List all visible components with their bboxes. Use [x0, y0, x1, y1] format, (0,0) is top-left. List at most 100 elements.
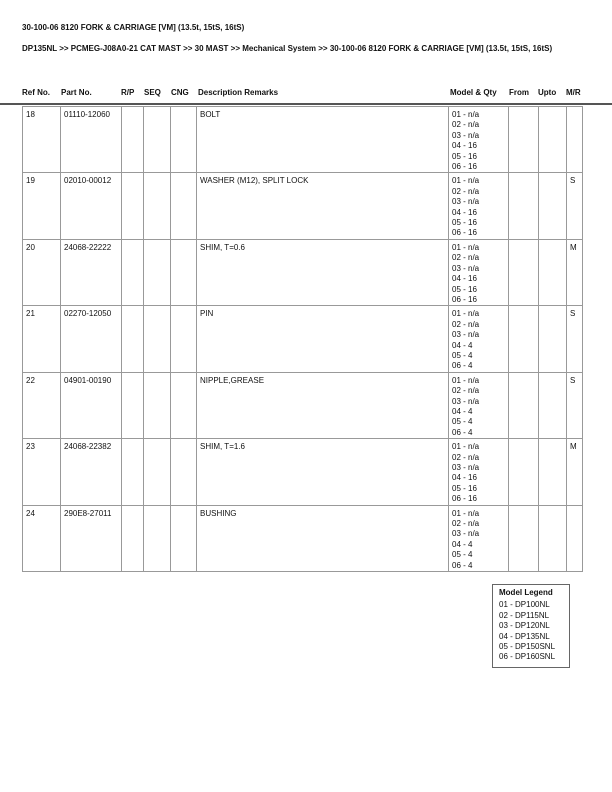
- cell-ref: 18: [22, 105, 61, 174]
- legend-item: 04 - DP135NL: [499, 631, 550, 641]
- model-qty-line: 06 - 16: [452, 494, 477, 504]
- cell-rp: [121, 371, 144, 440]
- cell-part: 24068-22222: [60, 238, 122, 307]
- cell-cng: [170, 504, 197, 573]
- table-row: 21 02270-12050 PIN 01 - n/a 02 - n/a 03 - n/a…: [22, 305, 583, 373]
- cell-from: [508, 371, 539, 440]
- cell-ref: 22: [22, 371, 61, 440]
- breadcrumb: DP135NL >> PCMEG-J08A0-21 CAT MAST >> 30…: [22, 44, 553, 53]
- cell-desc: SHIM, T=0.6: [196, 238, 449, 307]
- model-qty-line: 03 - n/a: [452, 263, 480, 273]
- model-qty-line: 01 - n/a: [452, 508, 480, 518]
- cell-rp: [121, 238, 144, 307]
- cell-from: [508, 504, 539, 573]
- cell-desc: BUSHING: [196, 504, 449, 573]
- model-qty-line: 01 - n/a: [452, 110, 480, 119]
- cell-rp: [121, 438, 144, 506]
- column-header-model-qty: Model & Qty: [450, 88, 497, 97]
- model-qty-line: 04 - 4: [452, 539, 473, 549]
- cell-part: 01110-12060: [60, 105, 122, 174]
- model-qty-line: 02 - n/a: [452, 186, 480, 196]
- cell-from: [508, 305, 539, 373]
- legend-item: 02 - DP115NL: [499, 610, 550, 620]
- model-qty-line: 01 - n/a: [452, 242, 480, 252]
- model-qty-line: 04 - 16: [452, 207, 477, 217]
- cell-qty: 01 - n/a 02 - n/a 03 - n/a 04 - 4 05 - 4 06 -…: [448, 504, 509, 573]
- cell-upto: [538, 238, 567, 307]
- model-qty-line: 06 - 4: [452, 361, 473, 371]
- page-title: 30-100-06 8120 FORK & CARRIAGE [VM] (13.…: [22, 23, 245, 32]
- model-qty-line: 02 - n/a: [452, 386, 480, 396]
- model-qty-line: 06 - 4: [452, 427, 473, 437]
- cell-cng: [170, 238, 197, 307]
- cell-mr: [566, 105, 583, 174]
- column-header-rp: R/P: [121, 88, 135, 97]
- cell-cng: [170, 172, 197, 240]
- header-divider: [0, 103, 612, 105]
- cell-part: 04901-00190: [60, 371, 122, 440]
- cell-ref: 19: [22, 172, 61, 240]
- cell-upto: [538, 371, 567, 440]
- cell-from: [508, 238, 539, 307]
- cell-desc: NIPPLE,GREASE: [196, 371, 449, 440]
- cell-mr: S: [566, 305, 583, 373]
- model-qty-line: 04 - 4: [452, 406, 473, 416]
- cell-upto: [538, 504, 567, 573]
- model-qty-line: 06 - 16: [452, 228, 477, 238]
- cell-desc: WASHER (M12), SPLIT LOCK: [196, 172, 449, 240]
- cell-from: [508, 438, 539, 506]
- cell-ref: 23: [22, 438, 61, 506]
- cell-seq: [143, 504, 171, 573]
- model-qty-line: 05 - 4: [452, 550, 473, 560]
- model-qty-line: 03 - n/a: [452, 330, 480, 340]
- model-qty-line: 01 - n/a: [452, 309, 480, 319]
- cell-seq: [143, 438, 171, 506]
- cell-seq: [143, 305, 171, 373]
- cell-from: [508, 172, 539, 240]
- cell-upto: [538, 305, 567, 373]
- column-header-part-no: Part No.: [61, 88, 92, 97]
- model-qty-line: 06 - 16: [452, 294, 477, 304]
- column-header-mr: M/R: [566, 88, 581, 97]
- cell-part: 02270-12050: [60, 305, 122, 373]
- model-qty-line: 05 - 16: [452, 151, 477, 161]
- cell-qty: 01 - n/a 02 - n/a 03 - n/a 04 - 16 05 - 16 06…: [448, 172, 509, 240]
- legend-title: Model Legend: [499, 588, 553, 597]
- table-row: 22 04901-00190 NIPPLE,GREASE 01 - n/a 02 - n…: [22, 371, 583, 440]
- cell-cng: [170, 305, 197, 373]
- cell-seq: [143, 105, 171, 174]
- cell-cng: [170, 438, 197, 506]
- cell-mr: [566, 504, 583, 573]
- table-row: 20 24068-22222 SHIM, T=0.6 01 - n/a 02 - n/a…: [22, 238, 583, 307]
- cell-desc: PIN: [196, 305, 449, 373]
- cell-ref: 20: [22, 238, 61, 307]
- model-qty-line: 03 - n/a: [452, 463, 480, 472]
- column-header-cng: CNG: [171, 88, 189, 97]
- legend-item: 03 - DP120NL: [499, 621, 550, 631]
- cell-upto: [538, 172, 567, 240]
- model-qty-line: 04 - 16: [452, 274, 477, 284]
- model-qty-line: 03 - n/a: [452, 130, 480, 140]
- legend-item: 06 - DP160SNL: [499, 652, 556, 662]
- model-qty-line: 01 - n/a: [452, 375, 480, 385]
- model-qty-line: 06 - 4: [452, 560, 473, 570]
- column-header-upto: Upto: [538, 88, 557, 97]
- cell-rp: [121, 105, 144, 174]
- cell-upto: [538, 438, 567, 506]
- cell-qty: 01 - n/a 02 - n/a 03 - n/a 04 - 16 05 - 16 06…: [448, 238, 509, 307]
- table-row: 24 290E8-27011 BUSHING 01 - n/a 02 - n/a 03 -…: [22, 504, 583, 573]
- model-qty-line: 05 - 16: [452, 284, 477, 294]
- model-qty-line: 01 - n/a: [452, 176, 480, 186]
- model-qty-line: 02 - n/a: [452, 319, 480, 329]
- model-qty-line: 05 - 4: [452, 417, 473, 427]
- model-qty-line: 04 - 16: [452, 473, 477, 483]
- cell-upto: [538, 105, 567, 174]
- cell-rp: [121, 172, 144, 240]
- legend-item: 05 - DP150SNL: [499, 642, 556, 652]
- cell-desc: SHIM, T=1.6: [196, 438, 449, 506]
- model-qty-line: 02 - n/a: [452, 519, 480, 529]
- model-qty-line: 03 - n/a: [452, 197, 480, 207]
- table-row: 18 01110-12060 BOLT 01 - n/a 02 - n/a 03 - n/…: [22, 105, 583, 174]
- cell-mr: S: [566, 172, 583, 240]
- model-qty-line: 02 - n/a: [452, 253, 480, 263]
